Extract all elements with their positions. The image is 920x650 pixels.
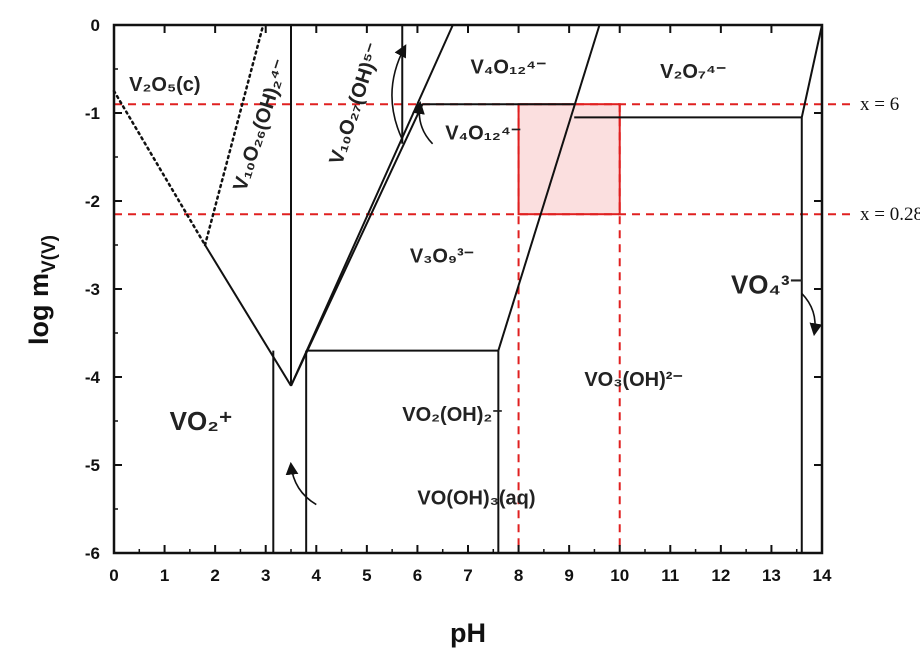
x-tick-label-1: 1 [160,566,169,585]
y-tick-label-5: -5 [85,456,100,475]
region-labels-layer: V₂O₅(c) V₁₀O₂₆(OH)₂⁴⁻ V₁₀O₂₇(OH)⁵⁻ V₄O₁₂⁴⁻ V… [129,40,803,509]
phase-boundaries-layer [112,23,823,553]
x-tick-label-6: 6 [413,566,422,585]
y-tick-label-4: -4 [85,368,101,387]
region-label-1: V₁₀O₂₆(OH)₂⁴⁻ [229,57,292,194]
y-axis-title-subscript: V(V) [39,235,60,273]
region-label-7: VO₄³⁻ [731,269,803,299]
region-label-3: V₄O₁₂⁴⁻ [471,56,547,78]
axes-layer: 0 1 2 3 4 5 6 7 8 9 10 11 12 13 140-1-2-3-4-5-6 [85,16,832,585]
x-tick-label-11: 11 [661,566,679,585]
y-tick-label-6: -6 [85,544,100,563]
reference-line-label-0: x = 6 [860,94,899,115]
reference-line-label-1: x = 0.28 [860,204,920,225]
y-axis-title: log mV(V) [24,235,60,345]
reference-lines-layer: x = 6 x = 0.28 [114,94,920,553]
phase-boundary-8 [497,24,601,351]
phase-boundary-14 [112,89,207,247]
y-tick-label-3: -3 [85,280,100,299]
region-label-9: VO₂⁺ [170,406,233,436]
y-tick-label-1: -1 [85,104,100,123]
annotation-arrow-0 [391,44,407,140]
x-tick-label-9: 9 [564,566,573,585]
region-label-8: VO₃(OH)²⁻ [584,369,683,391]
x-tick-label-14: 14 [813,566,832,585]
x-tick-label-8: 8 [514,566,523,585]
region-label-4: V₄O₁₂⁴⁻ [445,122,521,144]
region-label-6: V₃O₉³⁻ [410,246,474,268]
annotation-arrow-3 [801,292,823,337]
region-label-11: VO(OH)₃(aq) [417,488,535,510]
phase-boundary-0 [204,244,292,387]
y-tick-label-0: 0 [91,16,100,35]
x-axis-title: pH [450,618,486,648]
region-label-0: V₂O₅(c) [129,74,200,96]
svg-text:log mV(V): log mV(V) [24,235,60,345]
region-label-10: VO₂(OH)₂⁻ [402,404,503,426]
annotation-arrow-1 [412,101,434,145]
x-tick-label-3: 3 [261,566,270,585]
y-tick-label-2: -2 [85,192,100,211]
phase-boundary-15 [203,23,265,247]
x-tick-label-13: 13 [762,566,781,585]
x-tick-label-10: 10 [610,566,629,585]
x-tick-label-2: 2 [210,566,219,585]
phase-boundary-2 [290,24,454,387]
region-label-2: V₁₀O₂₇(OH)⁵⁻ [325,40,385,167]
arrows-layer [285,44,823,506]
region-label-5: V₂O₇⁴⁻ [660,61,726,83]
y-axis-title-main: log m [24,273,54,345]
x-tick-label-4: 4 [312,566,322,585]
phase-boundary-12 [800,24,823,118]
x-tick-label-0: 0 [109,566,118,585]
x-tick-label-12: 12 [711,566,730,585]
annotation-arrow-2 [285,461,317,506]
x-tick-label-7: 7 [463,566,472,585]
x-tick-label-5: 5 [362,566,371,585]
